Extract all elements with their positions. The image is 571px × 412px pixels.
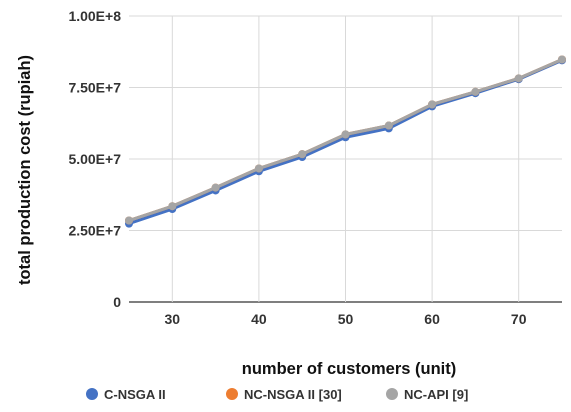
data-point xyxy=(558,55,566,64)
legend-marker xyxy=(226,388,238,400)
x-tick-label: 30 xyxy=(165,311,181,327)
data-point xyxy=(428,100,437,109)
x-tick-label: 60 xyxy=(424,311,440,327)
y-axis-title: total production cost (rupiah) xyxy=(16,55,34,285)
y-tick-label: 0 xyxy=(113,294,121,310)
x-tick-label: 40 xyxy=(251,311,267,327)
data-point xyxy=(384,121,393,130)
x-tick-label: 70 xyxy=(511,311,527,327)
legend: C-NSGA II NC-NSGA II [30] NC-API [9] xyxy=(86,387,468,402)
data-point xyxy=(254,164,263,173)
series-nc-api-9 xyxy=(125,55,566,225)
y-tick-label: 1.00E+8 xyxy=(68,8,121,24)
y-tick-label: 2.50E+7 xyxy=(68,223,121,239)
legend-label: NC-API [9] xyxy=(404,387,468,402)
data-point xyxy=(341,130,350,139)
x-axis-tick-labels: 30 40 50 60 70 xyxy=(165,311,527,327)
data-point xyxy=(168,202,177,211)
y-axis-tick-labels: 0 2.50E+7 5.00E+7 7.50E+7 1.00E+8 xyxy=(68,8,121,310)
legend-label: NC-NSGA II [30] xyxy=(244,387,342,402)
legend-marker xyxy=(386,388,398,400)
y-tick-label: 7.50E+7 xyxy=(68,80,121,96)
data-point xyxy=(298,150,307,159)
x-tick-label: 50 xyxy=(338,311,354,327)
legend-label: C-NSGA II xyxy=(104,387,166,402)
data-point xyxy=(125,216,133,225)
y-tick-label: 5.00E+7 xyxy=(68,151,121,167)
data-point xyxy=(514,74,523,83)
legend-marker xyxy=(86,388,98,400)
gridlines xyxy=(129,15,562,303)
series-layer xyxy=(125,55,566,228)
data-point xyxy=(471,87,480,96)
data-point xyxy=(211,183,220,192)
x-axis-title: number of customers (unit) xyxy=(242,360,457,378)
